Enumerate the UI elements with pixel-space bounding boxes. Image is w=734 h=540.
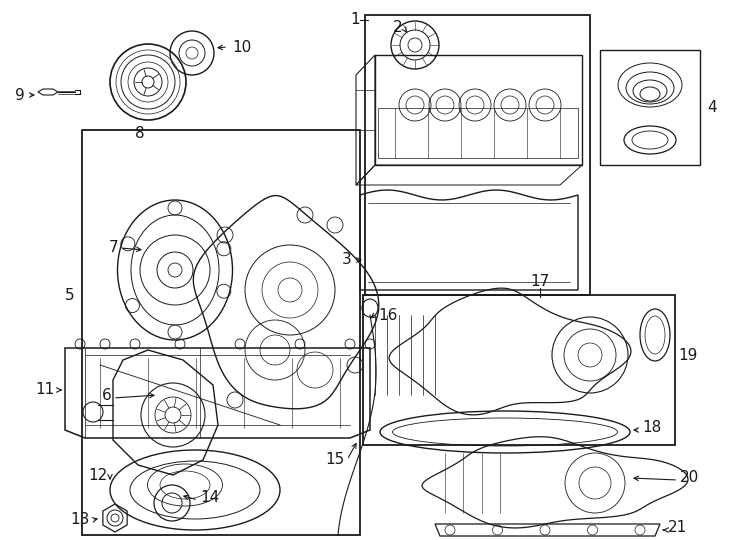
Text: 3: 3 — [342, 253, 352, 267]
Text: 2: 2 — [393, 19, 403, 35]
Text: 14: 14 — [200, 489, 219, 504]
Bar — [363, 295, 675, 445]
Text: 6: 6 — [102, 388, 112, 402]
Text: 11: 11 — [36, 382, 55, 397]
Text: 13: 13 — [70, 512, 90, 528]
Bar — [365, 15, 590, 295]
Text: 9: 9 — [15, 87, 25, 103]
Text: 16: 16 — [378, 307, 397, 322]
Text: 19: 19 — [678, 348, 697, 362]
Bar — [378, 108, 578, 158]
Text: 12: 12 — [89, 468, 108, 483]
Text: 4: 4 — [707, 100, 716, 116]
Text: 5: 5 — [65, 287, 75, 302]
Text: 8: 8 — [135, 126, 145, 141]
Text: 18: 18 — [642, 421, 661, 435]
Text: 7: 7 — [109, 240, 118, 255]
Bar — [600, 50, 700, 165]
Text: 1: 1 — [350, 12, 360, 28]
Text: 20: 20 — [680, 470, 700, 485]
Text: 17: 17 — [531, 274, 550, 289]
Bar — [82, 130, 360, 535]
Text: 10: 10 — [232, 39, 251, 55]
Text: 15: 15 — [326, 453, 345, 468]
Text: 21: 21 — [668, 521, 687, 536]
